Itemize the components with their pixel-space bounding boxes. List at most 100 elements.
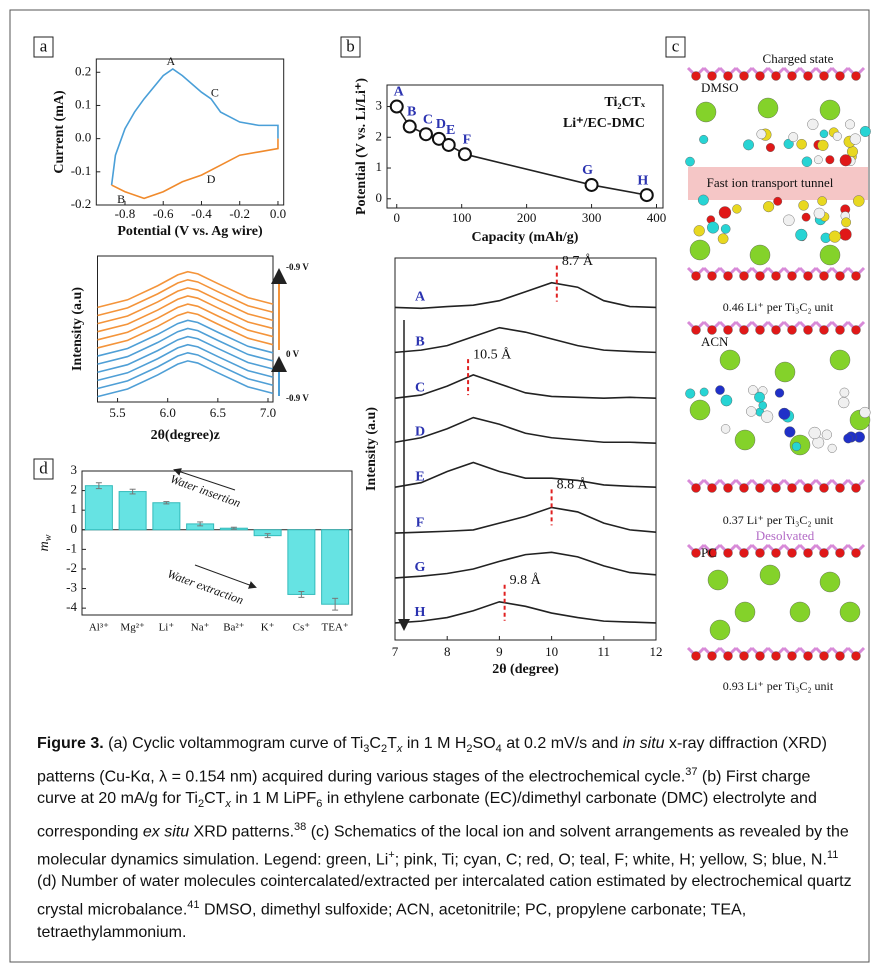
annotation: Water extraction bbox=[166, 567, 246, 607]
atom bbox=[692, 549, 701, 558]
atom bbox=[852, 549, 861, 558]
series-label: E bbox=[415, 469, 424, 484]
atom bbox=[836, 549, 845, 558]
caption-run: in 1 M LiPF bbox=[231, 790, 316, 807]
desolvated-note: Desolvated bbox=[756, 528, 815, 543]
atom bbox=[829, 231, 841, 243]
caption-run: 37 bbox=[685, 766, 697, 778]
caption-run: 38 bbox=[294, 821, 306, 833]
atom bbox=[844, 434, 853, 443]
atom bbox=[724, 549, 733, 558]
bar bbox=[85, 486, 112, 530]
peak-label: 8.8 Å bbox=[557, 477, 589, 493]
atom bbox=[708, 652, 717, 661]
atom bbox=[772, 484, 781, 493]
atom bbox=[788, 549, 797, 558]
atom bbox=[696, 102, 716, 122]
x-tick-label: 7 bbox=[392, 644, 399, 659]
atom bbox=[690, 400, 710, 420]
y-tick-label: -3 bbox=[66, 580, 77, 595]
solvent-label: ACN bbox=[701, 334, 729, 349]
x-tick-label: 200 bbox=[517, 210, 537, 225]
x-tick-label: 11 bbox=[598, 644, 611, 659]
atom bbox=[766, 143, 775, 152]
x-tick-label: Na⁺ bbox=[191, 622, 210, 634]
x-tick-label: -0.4 bbox=[191, 206, 212, 221]
peak-label: 9.8 Å bbox=[510, 572, 542, 588]
x-tick-label: 0.0 bbox=[270, 206, 286, 221]
x-tick-label: -0.8 bbox=[115, 206, 136, 221]
tunnel-label: Fast ion transport tunnel bbox=[707, 175, 834, 190]
atom bbox=[710, 620, 730, 640]
atom bbox=[860, 126, 871, 137]
atom bbox=[732, 204, 741, 213]
atom bbox=[692, 484, 701, 493]
caption-run: C bbox=[369, 735, 381, 752]
atom bbox=[715, 386, 724, 395]
atom bbox=[740, 326, 749, 335]
atom bbox=[708, 272, 717, 281]
annotation: B bbox=[117, 192, 125, 206]
atom bbox=[788, 484, 797, 493]
point-label: E bbox=[446, 123, 455, 138]
atom bbox=[721, 224, 730, 233]
atom bbox=[850, 134, 861, 145]
atom bbox=[779, 408, 790, 419]
y-axis-label: Current (mA) bbox=[52, 90, 67, 174]
x-tick-label: -0.2 bbox=[229, 206, 250, 221]
series-line bbox=[395, 602, 656, 623]
data-point bbox=[404, 121, 416, 133]
atom bbox=[740, 72, 749, 81]
point-label: C bbox=[423, 112, 433, 127]
x-tick-label: Al³⁺ bbox=[89, 622, 109, 634]
x-axis-label: 2θ(degree)z bbox=[151, 428, 220, 443]
y-tick-label: 0.0 bbox=[75, 130, 91, 145]
x-tick-label: TEA⁺ bbox=[322, 622, 349, 634]
atom bbox=[833, 132, 842, 141]
atom bbox=[772, 272, 781, 281]
series-line bbox=[395, 283, 656, 309]
bar bbox=[119, 492, 146, 530]
y-axis-label: mw bbox=[37, 534, 54, 551]
atom bbox=[685, 389, 695, 399]
atom bbox=[772, 549, 781, 558]
atom bbox=[760, 565, 780, 585]
series-line bbox=[395, 328, 656, 353]
y-tick-label: -0.1 bbox=[71, 163, 92, 178]
caption-run: 11 bbox=[827, 849, 838, 861]
atom bbox=[756, 652, 765, 661]
atom bbox=[804, 326, 813, 335]
atom bbox=[772, 72, 781, 81]
x-tick-label: 100 bbox=[452, 210, 472, 225]
annotation: D bbox=[207, 172, 216, 186]
atom bbox=[814, 208, 825, 219]
caption-run: ex situ bbox=[143, 823, 189, 840]
x-tick-label: 400 bbox=[647, 210, 667, 225]
peak-label: 10.5 Å bbox=[473, 346, 512, 362]
series-label: F bbox=[416, 515, 425, 530]
atom bbox=[828, 444, 837, 453]
atom bbox=[763, 201, 774, 212]
figure-caption: Figure 3. (a) Cyclic voltammogram curve … bbox=[37, 733, 852, 944]
atom bbox=[685, 157, 694, 166]
y-tick-label: -2 bbox=[66, 560, 77, 575]
x-tick-label: -0.6 bbox=[153, 206, 174, 221]
atom bbox=[852, 652, 861, 661]
atom bbox=[820, 484, 829, 493]
molecular-schematics bbox=[685, 68, 870, 661]
atom bbox=[804, 549, 813, 558]
atom bbox=[845, 120, 854, 129]
atom bbox=[809, 427, 821, 439]
atom bbox=[759, 401, 767, 409]
series-line bbox=[395, 375, 656, 398]
atom bbox=[708, 570, 728, 590]
data-point bbox=[641, 189, 653, 201]
side-label: 0 V bbox=[286, 349, 300, 359]
caption-run: SO bbox=[473, 735, 496, 752]
caption-run: Figure 3. bbox=[37, 735, 104, 752]
bar bbox=[153, 503, 180, 530]
series-label: D bbox=[415, 424, 425, 439]
atom bbox=[822, 430, 832, 440]
atom bbox=[721, 424, 730, 433]
atom bbox=[772, 326, 781, 335]
